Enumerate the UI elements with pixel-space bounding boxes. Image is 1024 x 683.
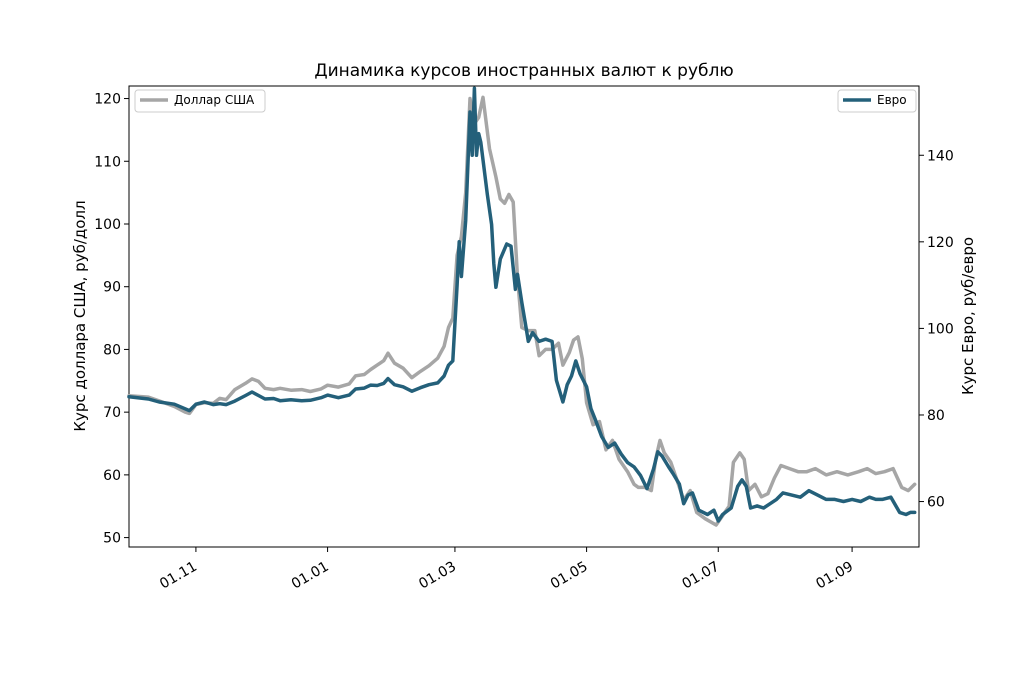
legend-euro-label: Евро [877,93,907,107]
plot-frame [128,85,920,548]
legend-dollar-label: Доллар США [174,93,255,107]
x-tick-label: 01.09 [813,559,856,593]
x-tick-label: 01.05 [548,559,591,593]
x-tick-label: 01.03 [416,559,459,593]
y-right-tick-label: 60 [927,495,945,511]
legend-euro: Евро [837,89,917,113]
y-left-tick-label: 90 [103,280,121,296]
legend-dollar: Доллар США [134,89,266,113]
x-tick-label: 01.07 [680,559,723,593]
y-left-tick-label: 80 [103,342,121,358]
series-line-dollar [127,95,917,527]
y-left-label: Курс доллара США, руб/долл [71,200,89,431]
y-right-tick-label: 140 [927,148,954,164]
x-axis: 01.11 01.01 01.03 01.05 01.07 01.09 [157,547,856,593]
y-right-tick-label: 120 [927,235,954,251]
x-tick-label: 01.11 [157,559,200,593]
y-left-tick-label: 120 [94,92,121,108]
y-right-tick-label: 80 [927,408,945,424]
chart-title: Динамика курсов иностранных валют к рубл… [314,61,733,81]
y-left-tick-label: 110 [94,154,121,170]
y-right-tick-label: 100 [927,321,954,337]
y-left-tick-label: 100 [94,217,121,233]
legend-dollar-box [134,89,266,113]
y-right-label: Курс Евро, руб/евро [959,237,977,395]
x-tick-label: 01.01 [289,559,332,593]
series-lines [127,86,917,527]
y-left-axis: 50 60 70 80 90 100 110 120 [94,92,129,547]
y-left-tick-label: 70 [103,405,121,421]
y-left-tick-label: 60 [103,468,121,484]
y-left-tick-label: 50 [103,531,121,547]
series-line-euro [127,86,917,523]
legend-euro-box [837,89,917,113]
y-right-axis: 60 80 100 120 140 [919,148,954,511]
